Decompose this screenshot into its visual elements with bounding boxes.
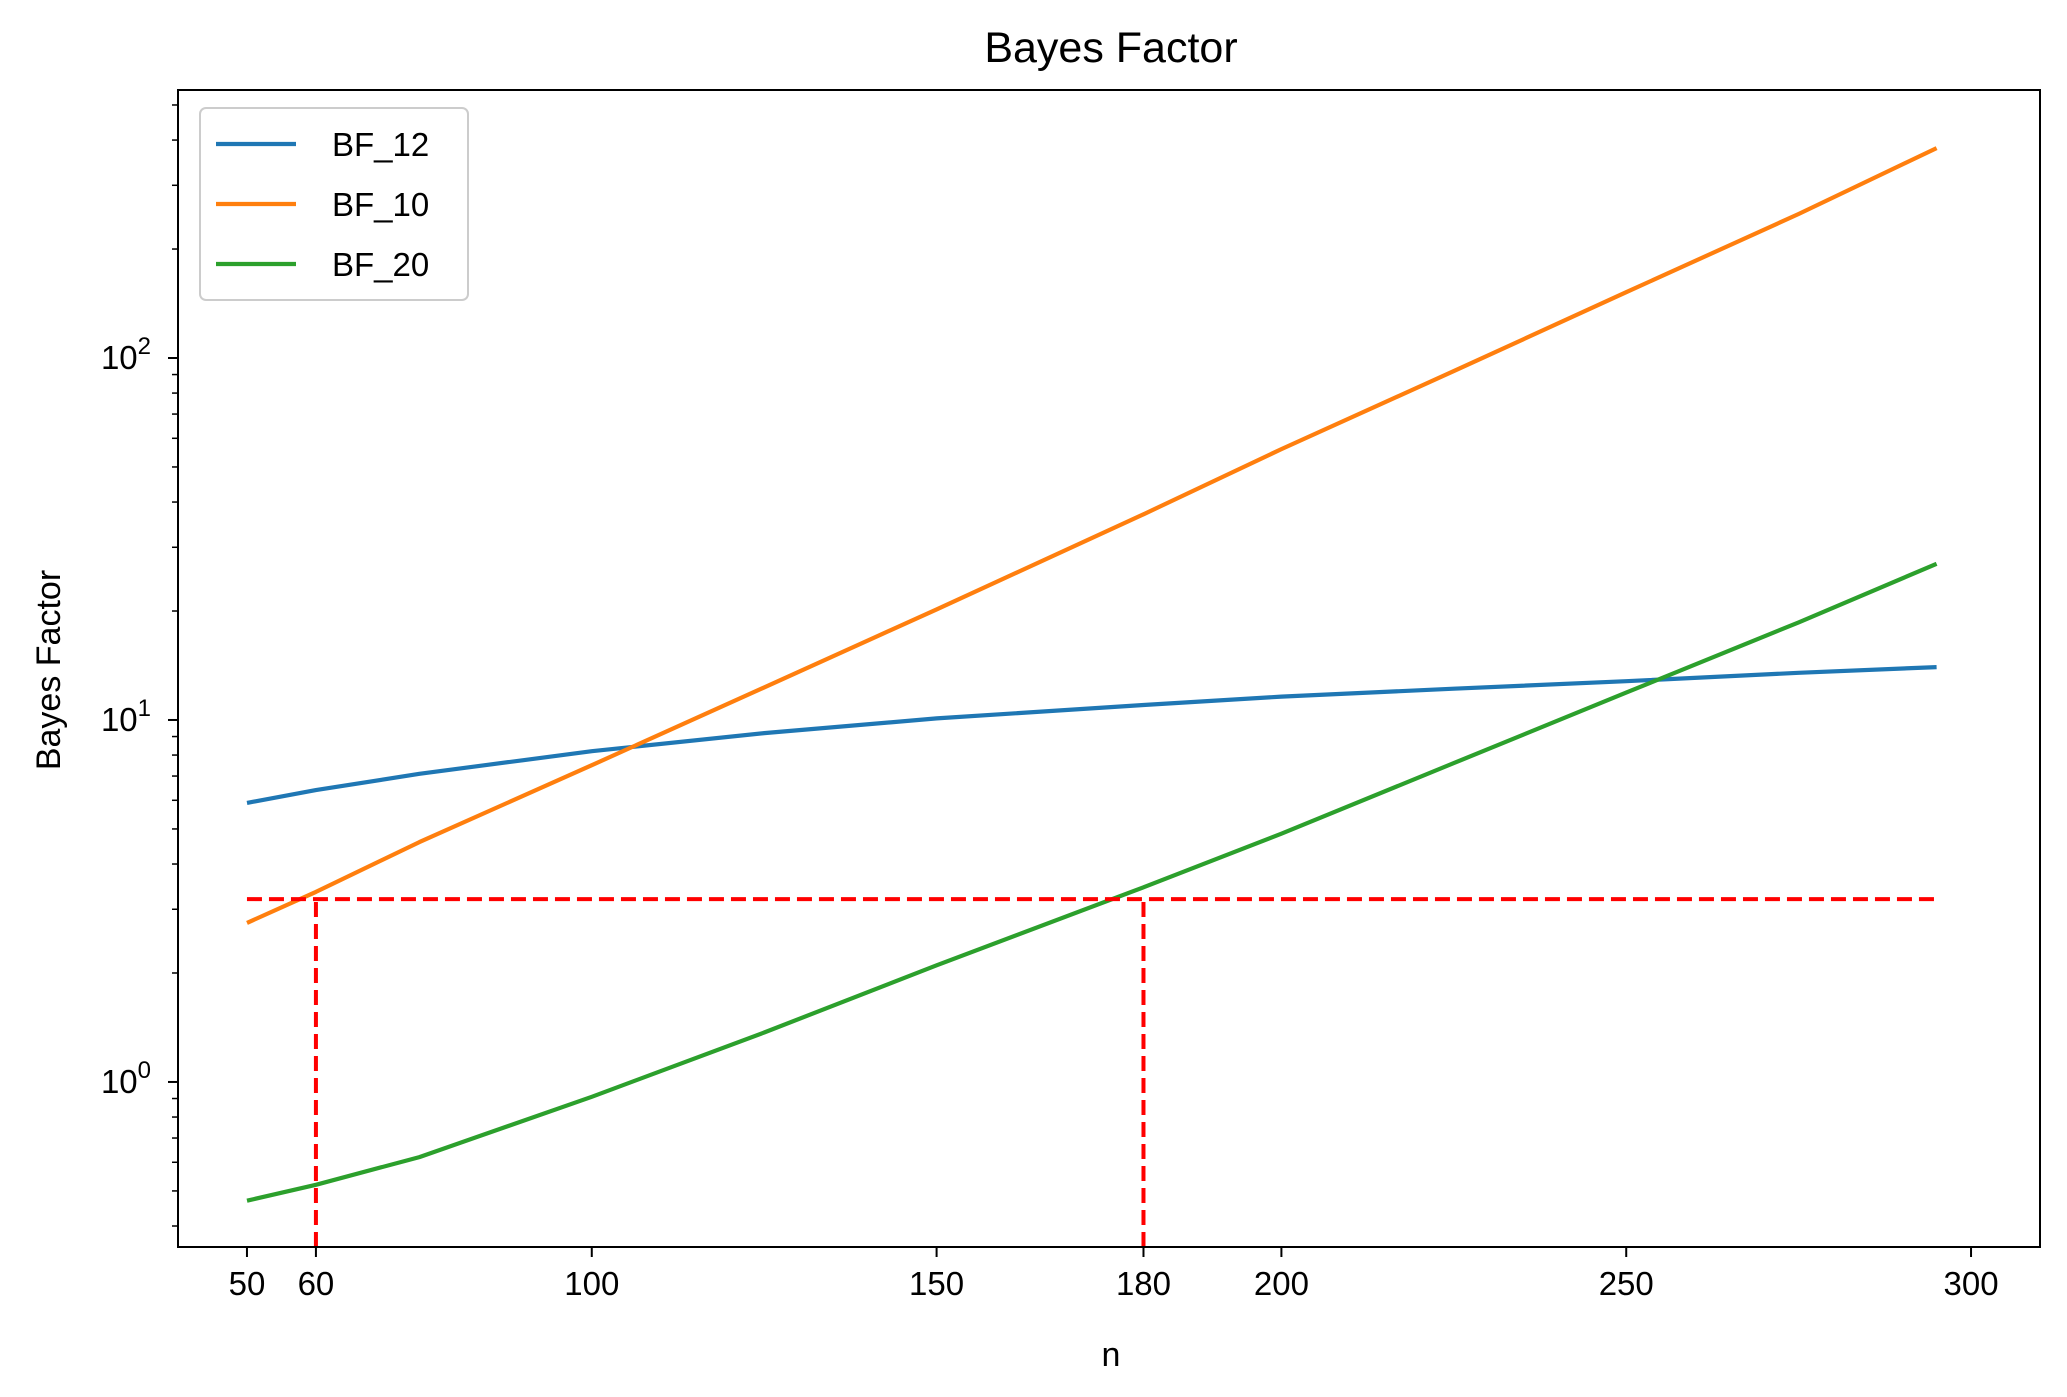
legend-label-bf-12: BF_12	[332, 126, 429, 163]
chart-title: Bayes Factor	[984, 24, 1237, 72]
x-tick-label-200: 200	[1254, 1265, 1309, 1302]
legend-label-bf-10: BF_10	[332, 186, 429, 223]
x-tick-label-50: 50	[229, 1265, 266, 1302]
x-tick-label-300: 300	[1944, 1265, 1999, 1302]
x-tick-label-150: 150	[909, 1265, 964, 1302]
legend-label-bf-20: BF_20	[332, 246, 429, 283]
y-axis-label: Bayes Factor	[30, 570, 68, 770]
x-tick-label-180: 180	[1116, 1265, 1171, 1302]
legend-box	[199, 107, 469, 301]
reference-lines	[246, 897, 1937, 1247]
series-line-bf-20	[246, 561, 1938, 1203]
legend: BF_12 BF_10 BF_20	[199, 107, 469, 301]
x-tick-label-60: 60	[298, 1265, 335, 1302]
series-line-bf-10	[246, 146, 1938, 925]
series-lines	[246, 146, 1938, 1203]
x-tick-label-250: 250	[1599, 1265, 1654, 1302]
x-tick-label-100: 100	[564, 1265, 619, 1302]
x-axis-label: n	[1102, 1336, 1121, 1374]
plot-frame	[177, 89, 2041, 1248]
